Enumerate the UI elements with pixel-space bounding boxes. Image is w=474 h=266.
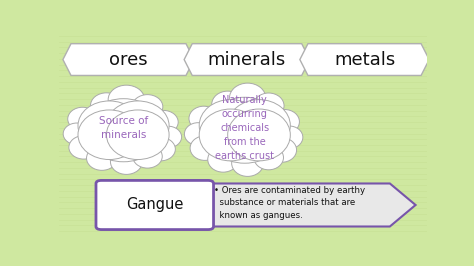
Text: minerals: minerals <box>208 51 286 69</box>
FancyBboxPatch shape <box>96 180 213 230</box>
Ellipse shape <box>212 91 244 118</box>
Ellipse shape <box>229 83 266 113</box>
Text: Naturally
occurring
chemicals
from the
earths crust: Naturally occurring chemicals from the e… <box>215 95 274 161</box>
Ellipse shape <box>108 85 145 114</box>
Ellipse shape <box>253 93 284 118</box>
Ellipse shape <box>69 136 99 159</box>
Ellipse shape <box>208 147 238 172</box>
Ellipse shape <box>107 101 169 151</box>
Ellipse shape <box>228 109 290 161</box>
Ellipse shape <box>78 101 141 151</box>
Polygon shape <box>63 44 194 76</box>
Text: Source of
minerals: Source of minerals <box>99 116 148 140</box>
Ellipse shape <box>254 145 283 170</box>
Polygon shape <box>300 44 429 76</box>
Ellipse shape <box>87 146 117 170</box>
Ellipse shape <box>68 107 97 131</box>
Ellipse shape <box>199 99 262 151</box>
Ellipse shape <box>184 123 212 145</box>
Ellipse shape <box>154 126 182 148</box>
Ellipse shape <box>275 126 303 149</box>
Ellipse shape <box>133 145 162 168</box>
Ellipse shape <box>189 106 219 131</box>
Text: Gangue: Gangue <box>126 197 183 213</box>
Ellipse shape <box>205 97 284 163</box>
Ellipse shape <box>232 150 264 176</box>
Polygon shape <box>184 44 310 76</box>
Ellipse shape <box>199 109 262 161</box>
Ellipse shape <box>63 123 91 145</box>
Ellipse shape <box>78 110 141 160</box>
Ellipse shape <box>107 110 169 160</box>
Ellipse shape <box>148 110 178 134</box>
Ellipse shape <box>84 99 164 162</box>
Ellipse shape <box>270 110 300 134</box>
Text: metals: metals <box>334 51 395 69</box>
Ellipse shape <box>110 149 142 174</box>
Ellipse shape <box>146 138 175 161</box>
Ellipse shape <box>190 136 220 160</box>
Text: ores: ores <box>109 51 148 69</box>
Ellipse shape <box>228 99 290 151</box>
Ellipse shape <box>132 95 163 119</box>
Polygon shape <box>208 184 416 227</box>
Ellipse shape <box>267 138 297 162</box>
Ellipse shape <box>91 93 122 118</box>
Text: • Ores are contaminated by earthy
  substance or materials that are
  known as g: • Ores are contaminated by earthy substa… <box>213 186 365 220</box>
